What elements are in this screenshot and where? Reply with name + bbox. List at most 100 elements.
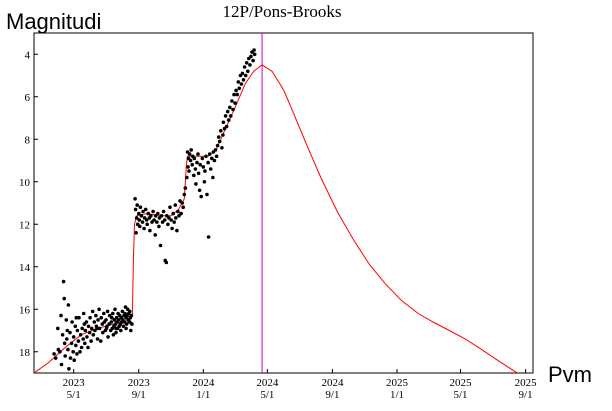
observation-point xyxy=(58,350,62,354)
observation-point xyxy=(71,335,76,339)
y-tick-label: 8 xyxy=(25,134,31,146)
observation-point xyxy=(210,156,214,161)
observation-point xyxy=(99,315,103,320)
x-tick-label-date: 1/1 xyxy=(196,389,210,401)
observation-point xyxy=(73,324,78,329)
observation-point xyxy=(77,315,81,320)
observation-point xyxy=(206,160,210,165)
observation-point xyxy=(215,143,220,148)
observation-point xyxy=(97,307,101,312)
observation-point xyxy=(148,228,152,233)
observation-point xyxy=(133,207,138,212)
observation-point xyxy=(171,211,175,216)
observation-point xyxy=(81,337,85,341)
observation-point xyxy=(68,330,72,335)
observation-point xyxy=(97,326,102,331)
observation-point xyxy=(116,318,121,322)
observation-point xyxy=(198,162,202,167)
y-tick-label: 12 xyxy=(19,219,30,231)
observation-point xyxy=(207,152,212,156)
observation-point xyxy=(135,203,139,207)
observation-point xyxy=(220,146,224,150)
observation-point xyxy=(124,322,129,326)
observation-point xyxy=(144,218,149,222)
observation-point xyxy=(200,156,205,161)
observation-point xyxy=(246,69,250,74)
observation-point xyxy=(69,341,74,346)
observation-point xyxy=(230,99,234,103)
observation-point xyxy=(185,175,189,180)
observation-point xyxy=(224,124,229,129)
y-tick-label: 6 xyxy=(25,92,31,104)
observation-point xyxy=(88,315,92,320)
observation-point xyxy=(92,320,97,324)
observation-point xyxy=(83,328,88,333)
observation-point xyxy=(201,165,206,169)
observation-point xyxy=(149,214,153,218)
observation-point xyxy=(114,330,118,335)
x-tick-label-year: 2024 xyxy=(321,377,344,389)
observation-point xyxy=(104,318,108,322)
observation-point xyxy=(133,197,137,201)
observation-point xyxy=(175,228,179,233)
observation-point xyxy=(66,303,71,307)
observation-point xyxy=(239,82,244,86)
y-axis-label: Magnitudi xyxy=(6,9,101,34)
observation-point xyxy=(120,309,125,314)
y-tick-label: 16 xyxy=(19,304,31,316)
observation-point xyxy=(68,356,73,360)
observation-point xyxy=(110,315,114,320)
observation-point xyxy=(123,305,128,309)
observation-point xyxy=(155,220,159,224)
observation-point xyxy=(205,192,209,197)
observation-point xyxy=(128,320,132,324)
observation-point xyxy=(65,337,69,341)
observation-point xyxy=(233,101,237,105)
plot-frame xyxy=(33,32,534,374)
observation-point xyxy=(214,154,219,159)
plot-area: 468101214161820235/120239/120241/120245/… xyxy=(19,32,538,401)
observation-point xyxy=(141,209,145,214)
x-tick-label-year: 2024 xyxy=(256,377,279,389)
observation-point xyxy=(111,311,115,316)
observation-point xyxy=(229,114,233,118)
observation-point xyxy=(64,318,69,322)
observation-point xyxy=(241,78,246,82)
observation-point xyxy=(145,222,149,227)
observation-point xyxy=(86,345,90,350)
x-tick-label-year: 2025 xyxy=(515,377,538,389)
observation-point xyxy=(62,341,67,346)
observation-point xyxy=(114,326,118,331)
observation-point xyxy=(196,171,201,176)
x-tick-label-date: 5/1 xyxy=(67,389,81,401)
observation-point xyxy=(60,333,65,337)
observation-point xyxy=(235,92,239,97)
observation-point xyxy=(168,205,172,209)
observation-point xyxy=(91,333,96,337)
observation-point xyxy=(86,324,91,329)
observation-point xyxy=(228,105,232,110)
observation-point xyxy=(249,54,253,59)
observation-point xyxy=(192,173,196,178)
observation-point xyxy=(102,311,106,316)
observation-point xyxy=(206,235,211,239)
observation-point xyxy=(157,224,161,229)
observation-point xyxy=(89,326,94,331)
observation-point xyxy=(226,118,231,122)
observation-point xyxy=(78,333,83,337)
y-tick-label: 18 xyxy=(19,347,31,359)
observation-point xyxy=(96,318,100,322)
observation-point xyxy=(199,194,203,199)
observation-point xyxy=(101,330,105,335)
observation-point xyxy=(63,354,67,358)
observation-point xyxy=(121,324,126,329)
x-tick-label-date: 1/1 xyxy=(390,389,404,401)
observation-point xyxy=(242,65,247,69)
x-tick-label-year: 2025 xyxy=(450,377,473,389)
observation-point xyxy=(243,73,248,78)
x-tick-label-date: 9/1 xyxy=(132,389,146,401)
observation-point xyxy=(140,220,145,224)
observation-point xyxy=(204,154,208,159)
observation-point xyxy=(89,339,93,343)
